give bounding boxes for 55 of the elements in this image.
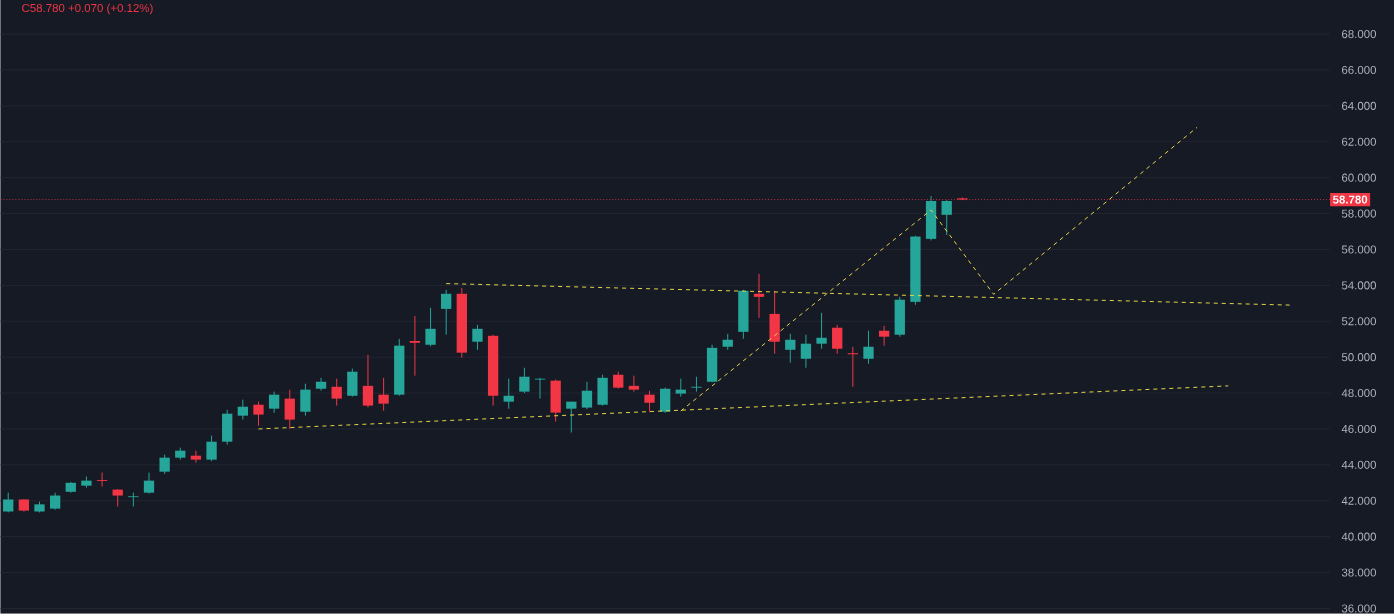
y-tick-label: 38.000 [1341, 568, 1377, 577]
y-tick-label: 42.000 [1341, 496, 1377, 505]
y-tick-label: 60.000 [1342, 173, 1377, 182]
candlestick [143, 472, 155, 495]
candlestick [253, 401, 264, 427]
candlestick [237, 399, 248, 421]
y-tick-label: 58.000 [1341, 209, 1377, 218]
candlestick [941, 199, 952, 236]
ref-line-label: 58.780 [1332, 195, 1368, 204]
candlestick [284, 389, 295, 430]
candlestick [425, 307, 436, 347]
y-tick-label: 44.000 [1341, 460, 1377, 469]
candlestick [878, 325, 890, 347]
y-tick-label: 62.000 [1342, 137, 1377, 146]
y-tick-label: 40.000 [1341, 532, 1377, 541]
candlestick [566, 401, 577, 434]
candlestick [660, 387, 671, 414]
candlestick [300, 383, 311, 417]
candlestick [409, 315, 421, 377]
y-tick-label: 36.000 [1341, 604, 1377, 613]
y-tick-label: 50.000 [1341, 353, 1377, 362]
annotation: C58.780 +0.070 (+0.12%) [22, 3, 153, 15]
candlestick [753, 273, 765, 319]
candlestick [96, 472, 108, 488]
candlestick [863, 330, 874, 365]
candlestick [331, 378, 342, 407]
candlestick [644, 390, 655, 413]
y-tick-label: 68.000 [1342, 30, 1377, 39]
candlestick [628, 375, 640, 393]
candlestick [847, 346, 859, 388]
candlestick [441, 289, 452, 336]
candlestick [800, 334, 812, 369]
y-tick-label: 54.000 [1341, 281, 1377, 290]
y-tick-label: 48.000 [1341, 389, 1377, 398]
candlestick [691, 376, 702, 393]
candlestick [832, 324, 843, 355]
candlestick [159, 454, 170, 475]
y-tick-label: 56.000 [1341, 245, 1377, 254]
candlestick [268, 391, 280, 414]
candlestick [472, 324, 483, 351]
candlestick [503, 378, 514, 410]
candlestick [534, 377, 546, 400]
candlestick [581, 381, 593, 410]
candlestick [785, 333, 796, 364]
candlestick [190, 450, 202, 464]
candlestick [362, 354, 374, 409]
y-tick-label: 64.000 [1342, 101, 1377, 111]
candlestick [816, 312, 827, 350]
y-tick-label: 46.000 [1341, 424, 1377, 434]
candlestick [206, 435, 217, 462]
candlestick [315, 377, 327, 392]
y-tick-label: 66.000 [1342, 66, 1377, 75]
candlestick [519, 367, 530, 394]
y-tick-label: 52.000 [1341, 317, 1377, 326]
candlestick [378, 377, 389, 412]
